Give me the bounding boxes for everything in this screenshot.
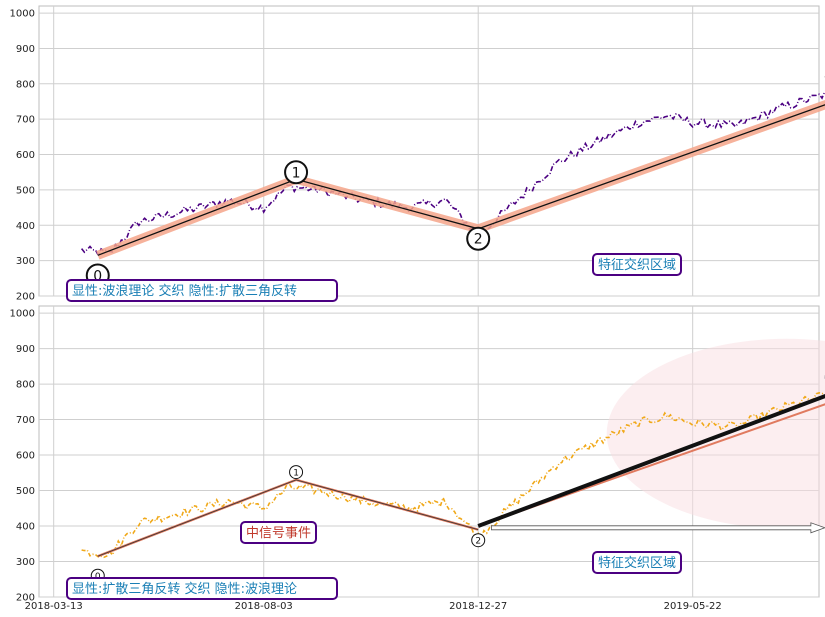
y-tick-label: 600	[16, 451, 35, 462]
y-tick-label: 500	[16, 486, 35, 497]
bottom-zone-annotation: 特征交织区域	[598, 555, 676, 571]
y-tick-label: 200	[16, 593, 35, 604]
bottom-event-annotation-box	[240, 521, 317, 544]
wave-label: 1	[293, 468, 299, 478]
bottom-zone-annotation-box	[592, 551, 682, 574]
y-tick-label: 300	[16, 256, 35, 267]
wave-marker-1	[284, 160, 309, 185]
y-tick-label: 200	[16, 292, 35, 303]
y-tick-label: 400	[16, 221, 35, 232]
y-tick-label: 800	[16, 380, 35, 391]
y-tick-label: 1000	[10, 9, 35, 20]
x-tick-label: 2018-03-13	[25, 601, 83, 612]
top-panel: 2003004005006007008009001000012345显性:波浪理…	[10, 5, 825, 303]
y-tick-label: 1000	[10, 309, 35, 320]
wave-line	[97, 104, 825, 256]
y-tick-label: 700	[16, 415, 35, 426]
top-zone-annotation-box	[592, 253, 682, 276]
wave-line	[97, 479, 479, 557]
top-primary-annotation-box	[66, 279, 338, 302]
wave-label: 0	[95, 572, 101, 582]
top-zone-annotation: 特征交织区域	[598, 257, 676, 273]
x-tick-label: 2018-08-03	[235, 601, 293, 612]
wave-label: 0	[93, 269, 102, 285]
y-tick-label: 900	[16, 344, 35, 355]
y-tick-label: 400	[16, 522, 35, 533]
bottom-primary-annotation: 显性:扩散三角反转 交织 隐性:波浪理论	[72, 581, 297, 597]
region-ellipse	[606, 338, 825, 529]
price-line	[81, 391, 825, 559]
y-tick-label: 300	[16, 557, 35, 568]
bottom-event-annotation: 中信号事件	[246, 526, 311, 541]
y-tick-label: 900	[16, 44, 35, 55]
top-primary-annotation: 显性:波浪理论 交织 隐性:扩散三角反转	[72, 283, 297, 299]
y-tick-label: 700	[16, 115, 35, 126]
wave-marker-2	[471, 533, 486, 548]
y-tick-label: 500	[16, 185, 35, 196]
wave-marker-2	[466, 226, 491, 251]
wave-label: 1	[292, 165, 301, 181]
wave-label: 2	[475, 536, 481, 546]
y-tick-label: 800	[16, 79, 35, 90]
x-tick-label: 2019-05-22	[664, 601, 722, 612]
wave-marker-1	[289, 465, 304, 480]
y-tick-label: 600	[16, 150, 35, 161]
x-tick-label: 2018-12-27	[449, 601, 507, 612]
wave-label: 2	[474, 232, 483, 248]
bottom-primary-annotation-box	[66, 577, 338, 600]
event-arrow	[491, 522, 825, 534]
